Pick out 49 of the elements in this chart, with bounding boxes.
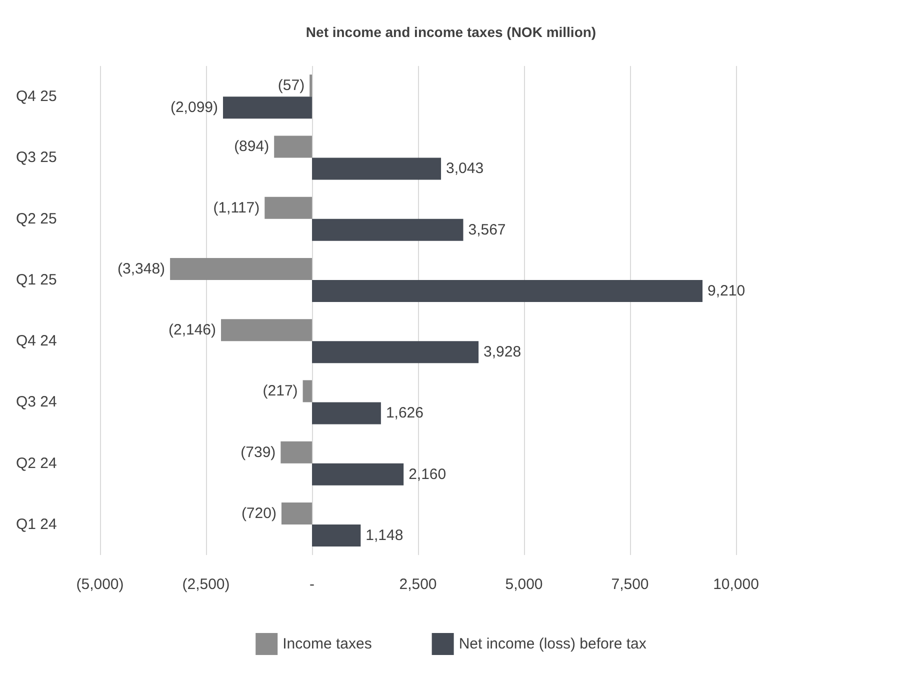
bar <box>280 441 312 464</box>
data-label: (1,117) <box>213 199 260 216</box>
bar <box>264 196 312 219</box>
data-label: 3,567 <box>468 221 506 238</box>
y-tick-label: Q3 25 <box>16 149 57 166</box>
y-tick-label: Q2 24 <box>16 454 57 472</box>
data-label: 9,210 <box>708 282 746 300</box>
bar <box>312 463 404 486</box>
bar <box>302 380 312 402</box>
x-tick-label: (2,500) <box>182 576 230 593</box>
x-tick-label: - <box>310 576 314 593</box>
data-label: (739) <box>240 444 276 461</box>
bar <box>312 158 442 180</box>
bar <box>312 341 479 364</box>
chart-title: Net income and income taxes (NOK million) <box>306 24 596 40</box>
data-label: (3,348) <box>118 260 166 278</box>
legend-label: Income taxes <box>282 636 372 652</box>
bar <box>170 258 312 280</box>
bar <box>312 280 703 302</box>
bar <box>312 218 464 241</box>
bar <box>274 136 312 158</box>
data-label: (217) <box>262 382 298 400</box>
bar <box>281 502 312 524</box>
bar <box>312 402 381 424</box>
data-label: (720) <box>241 504 276 522</box>
y-tick-label: Q3 24 <box>16 394 57 411</box>
data-label: (894) <box>234 138 270 156</box>
bar <box>221 319 312 342</box>
y-tick-label: Q4 25 <box>16 88 57 106</box>
y-tick-label: Q2 25 <box>16 210 57 228</box>
x-tick-label: 10,000 <box>713 576 759 593</box>
x-tick-label: 5,000 <box>505 576 543 593</box>
bar <box>223 96 312 119</box>
y-tick-label: Q1 25 <box>16 271 57 288</box>
data-label: 1,626 <box>386 404 424 422</box>
data-label: 1,148 <box>366 526 404 544</box>
y-tick-label: Q1 24 <box>16 516 57 533</box>
x-tick-label: 7,500 <box>611 576 649 593</box>
legend-label: Net income (loss) before tax <box>458 636 647 652</box>
data-label: 3,928 <box>484 344 522 361</box>
data-label: (2,099) <box>170 99 218 116</box>
x-tick-label: (5,000) <box>76 576 124 593</box>
data-label: (2,146) <box>168 322 216 339</box>
data-label: (57) <box>278 77 305 94</box>
x-tick-label: 2,500 <box>399 576 437 593</box>
y-tick-label: Q4 24 <box>16 332 57 350</box>
data-label: 3,043 <box>446 160 484 178</box>
bar <box>312 524 361 546</box>
data-label: 2,160 <box>408 466 446 483</box>
